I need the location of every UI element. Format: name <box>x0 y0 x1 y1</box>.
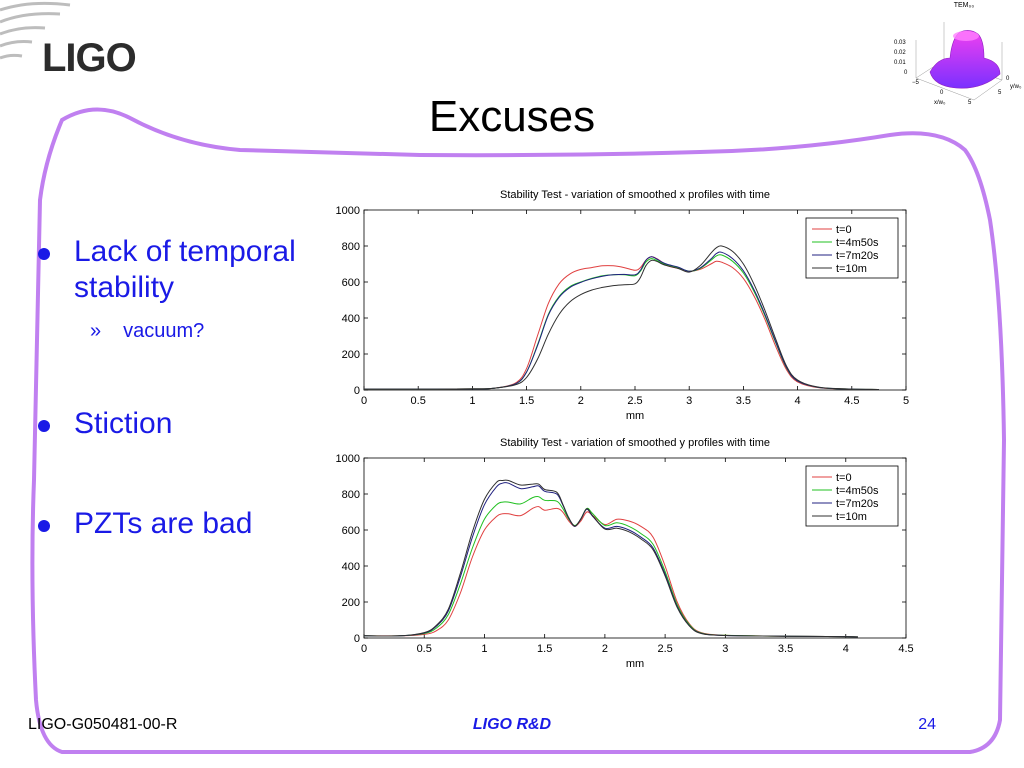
mode-z-tick: 0.01 <box>894 60 906 66</box>
mode-x-tick: 0 <box>940 90 944 96</box>
y-tick-label: 400 <box>342 561 360 573</box>
x-tick-label: 0.5 <box>411 395 426 407</box>
y-profile-chart: Stability Test - variation of smoothed y… <box>336 437 914 670</box>
y-tick-label: 1000 <box>336 453 360 465</box>
series-line-t-7m20s <box>364 251 879 390</box>
bullet-item: Stiction <box>38 406 334 442</box>
bullet-dot-icon <box>38 520 50 532</box>
chart-title: Stability Test - variation of smoothed y… <box>500 437 770 449</box>
mode-x-tick: 5 <box>968 100 972 106</box>
x-tick-label: 5 <box>903 395 909 407</box>
x-tick-label: 4 <box>795 395 801 407</box>
x-tick-label: 2.5 <box>627 395 642 407</box>
sub-bullet-text: vacuum? <box>123 320 205 342</box>
series-line-t-10m <box>363 479 858 638</box>
bullet-item: PZTs are bad <box>38 506 334 542</box>
ligo-logo: LIGO <box>42 36 137 80</box>
x-tick-label: 0 <box>361 395 367 407</box>
chart-title: Stability Test - variation of smoothed x… <box>500 189 770 201</box>
bullet-text: Lack of temporal stability <box>74 235 296 304</box>
legend-entry: t=10m <box>836 263 867 275</box>
bullet-item: Lack of temporal stability <box>38 234 334 306</box>
y-tick-label: 800 <box>342 241 360 253</box>
footer-center-label: LIGO R&D <box>472 716 552 733</box>
slide-title: Excuses <box>428 92 596 141</box>
sub-bullet-marker: » <box>90 320 102 342</box>
x-tick-label: 0 <box>361 643 367 655</box>
footer-document-id: LIGO-G050481-00-R <box>28 716 178 733</box>
mode-y-tick: 5 <box>998 90 1002 96</box>
x-tick-label: 2 <box>602 643 608 655</box>
y-tick-label: 800 <box>342 489 360 501</box>
bullet-dot-icon <box>38 420 50 432</box>
x-tick-label: 4 <box>843 643 849 655</box>
legend-entry: t=10m <box>836 511 867 523</box>
x-tick-label: 1.5 <box>537 643 552 655</box>
legend-entry: t=0 <box>836 472 852 484</box>
x-tick-label: 0.5 <box>417 643 432 655</box>
mode-y-label: y/w₀ <box>1010 84 1022 90</box>
y-tick-label: 400 <box>342 313 360 325</box>
slide-number: 24 <box>918 716 936 733</box>
bullet-dot-icon <box>38 248 50 260</box>
legend-entry: t=7m20s <box>836 250 879 262</box>
legend-entry: t=7m20s <box>836 498 879 510</box>
mode-profile-plot: TEM₀₀ 0.03 0.02 0.01 0 −5 0 5 0 5 x/w₀ y… <box>894 2 1022 106</box>
x-profile-chart: Stability Test - variation of smoothed x… <box>336 189 910 422</box>
x-tick-label: 3 <box>686 395 692 407</box>
bullet-text: PZTs are bad <box>74 507 253 540</box>
mode-y-tick: 0 <box>1006 76 1010 82</box>
x-tick-label: 2.5 <box>657 643 672 655</box>
x-tick-label: 1 <box>469 395 475 407</box>
x-tick-label: 4.5 <box>898 643 913 655</box>
x-tick-label: 1 <box>481 643 487 655</box>
y-tick-label: 200 <box>342 349 360 361</box>
x-tick-label: 1.5 <box>519 395 534 407</box>
sub-bullet-item: » vacuum? <box>90 320 204 343</box>
y-tick-label: 0 <box>354 385 360 397</box>
x-tick-label: 3.5 <box>736 395 751 407</box>
legend-entry: t=0 <box>836 224 852 236</box>
legend-entry: t=4m50s <box>836 237 879 249</box>
mode-z-tick: 0.02 <box>894 50 906 56</box>
mode-x-tick: −5 <box>912 80 920 86</box>
y-tick-label: 0 <box>354 633 360 645</box>
y-tick-label: 600 <box>342 525 360 537</box>
x-tick-label: 2 <box>578 395 584 407</box>
legend-entry: t=4m50s <box>836 485 879 497</box>
x-tick-label: 3 <box>722 643 728 655</box>
logo-arcs-icon <box>0 1 71 60</box>
mode-z-tick: 0 <box>904 70 908 76</box>
mode-plot-title: TEM₀₀ <box>954 2 975 9</box>
x-axis-label: mm <box>626 658 644 670</box>
mode-x-label: x/w₀ <box>934 100 946 106</box>
mode-z-tick: 0.03 <box>894 40 906 46</box>
y-tick-label: 1000 <box>336 205 360 217</box>
x-tick-label: 3.5 <box>778 643 793 655</box>
series-line-t-0 <box>363 506 858 638</box>
series-line-t-10m <box>364 245 879 390</box>
y-tick-label: 600 <box>342 277 360 289</box>
x-tick-label: 4.5 <box>844 395 859 407</box>
bullet-text: Stiction <box>74 407 173 440</box>
y-tick-label: 200 <box>342 597 360 609</box>
x-axis-label: mm <box>626 410 644 422</box>
